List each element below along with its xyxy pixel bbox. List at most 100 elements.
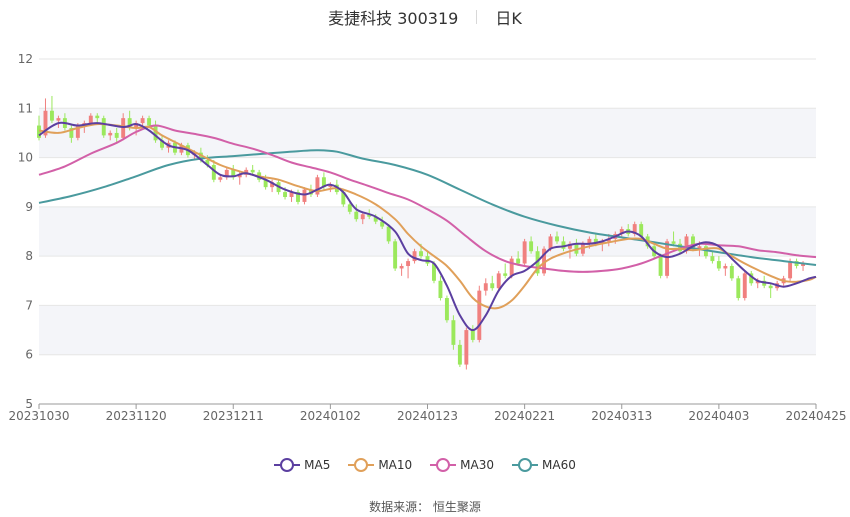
candle-body <box>114 132 119 138</box>
candle-body <box>451 320 456 345</box>
candle-body <box>503 273 508 276</box>
chart-subtitle: 日K <box>495 9 522 28</box>
legend-label: MA10 <box>378 458 413 472</box>
candle-body <box>470 330 475 340</box>
legend-item-ma5[interactable]: MA5 <box>274 458 330 472</box>
y-tick-label: 5 <box>25 397 33 411</box>
candle-body <box>160 140 164 148</box>
candle-body <box>153 125 158 141</box>
legend-swatch-icon <box>274 458 301 472</box>
candle-body <box>69 128 74 138</box>
candle-body <box>561 241 566 249</box>
candle-body <box>250 169 255 173</box>
candle-body <box>270 182 275 188</box>
candle-body <box>205 160 210 165</box>
candle-body <box>231 169 236 178</box>
candle-body <box>490 283 495 289</box>
candle-body <box>147 118 152 126</box>
candle-body <box>788 261 793 279</box>
candle-body <box>419 251 423 257</box>
candle-body <box>509 258 514 276</box>
candle-body <box>432 263 436 281</box>
candle-body <box>671 241 676 244</box>
title-divider <box>476 10 478 24</box>
candle-body <box>399 266 404 269</box>
candle-body <box>88 115 93 124</box>
legend-swatch-icon <box>430 458 457 472</box>
candle-body <box>522 241 527 264</box>
candle-body <box>548 236 553 249</box>
y-tick-label: 10 <box>18 151 33 165</box>
candle-body <box>127 118 132 128</box>
candle-body <box>140 118 145 124</box>
grid-band <box>39 305 816 355</box>
candle-body <box>555 236 559 242</box>
candle-body <box>367 214 372 217</box>
candle-body <box>529 241 534 252</box>
candle-body <box>341 192 346 205</box>
candle-body <box>37 125 41 138</box>
candle-body <box>457 344 462 365</box>
y-tick-label: 11 <box>18 101 33 115</box>
candle-body <box>749 273 754 284</box>
legend-label: MA5 <box>304 458 331 472</box>
legend-label: MA60 <box>542 458 576 472</box>
candle-body <box>710 256 715 262</box>
chart-legend: MA5 MA10 MA30 MA60 <box>0 458 850 472</box>
legend-item-ma60[interactable]: MA60 <box>512 458 576 472</box>
candle-body <box>658 256 663 276</box>
candle-body <box>101 118 106 136</box>
candle-body <box>321 177 326 188</box>
candle-body <box>742 273 747 299</box>
candle-body <box>218 177 223 180</box>
candle-body <box>639 224 644 237</box>
candle-body <box>296 192 300 202</box>
candle-body <box>386 226 391 242</box>
legend-label: MA30 <box>460 458 495 472</box>
legend-item-ma30[interactable]: MA30 <box>430 458 494 472</box>
x-tick-label: 20240403 <box>688 409 749 423</box>
candle-body <box>425 256 430 264</box>
candle-body <box>477 290 482 340</box>
candle-body <box>716 261 721 269</box>
source-label: 数据来源： <box>369 500 430 514</box>
series-line-ma5 <box>38 121 817 332</box>
candle-body <box>283 192 288 197</box>
candle-body <box>302 189 307 202</box>
x-tick-label: 20240425 <box>785 409 846 423</box>
candle-body <box>95 115 100 119</box>
x-tick-label: 20240102 <box>300 409 361 423</box>
candle-body <box>328 184 333 188</box>
candle-body <box>587 238 592 244</box>
candle-body <box>755 280 760 284</box>
candle-body <box>49 110 54 121</box>
x-tick-label: 20231211 <box>203 409 264 423</box>
candle-body <box>516 258 521 264</box>
y-tick-label: 9 <box>25 200 33 214</box>
series-line-ma10 <box>38 122 817 310</box>
candle-body <box>373 216 378 222</box>
y-tick-label: 8 <box>25 249 33 263</box>
candle-body <box>593 238 598 244</box>
candle-body <box>121 118 126 138</box>
x-tick-label: 20231120 <box>106 409 167 423</box>
y-tick-label: 6 <box>25 348 33 362</box>
candle-body <box>619 229 624 234</box>
candle-body <box>606 238 611 242</box>
legend-item-ma10[interactable]: MA10 <box>348 458 412 472</box>
candle-body <box>678 243 682 252</box>
x-tick-label: 20240221 <box>494 409 555 423</box>
candle-body <box>412 251 417 262</box>
candle-body <box>729 266 734 279</box>
candle-body <box>406 261 411 266</box>
candle-body <box>697 246 702 249</box>
chart-title-row: 麦捷科技 300319 日K <box>0 4 850 30</box>
candle-body <box>75 125 80 138</box>
candle-body <box>56 118 61 121</box>
candle-body <box>768 285 773 289</box>
x-tick-label: 20231030 <box>8 409 69 423</box>
candle-body <box>801 263 806 266</box>
legend-swatch-icon <box>348 458 375 472</box>
candle-body <box>237 174 242 178</box>
candle-body <box>224 169 229 178</box>
